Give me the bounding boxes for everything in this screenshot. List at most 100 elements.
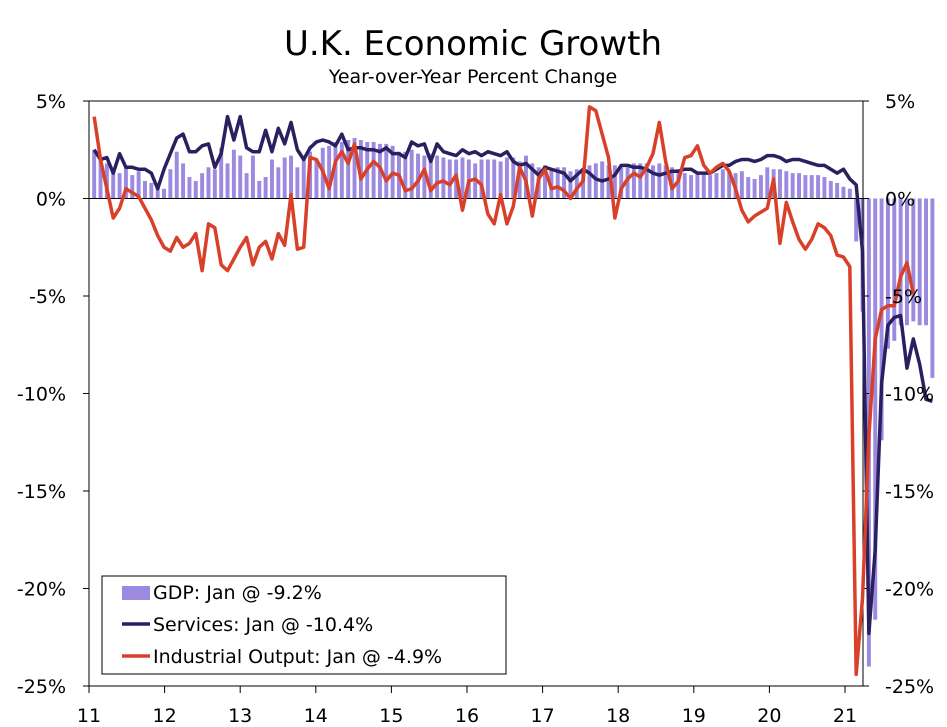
gdp-bar	[574, 169, 579, 199]
gdp-bar	[371, 141, 376, 199]
gdp-bar	[765, 167, 770, 199]
gdp-bar	[606, 165, 611, 199]
gdp-bar	[797, 173, 801, 199]
gdp-bar	[187, 177, 192, 199]
gdp-bar	[593, 163, 598, 199]
gdp-bar	[619, 167, 624, 199]
gdp-bar	[206, 167, 211, 199]
gdp-bar	[346, 140, 351, 199]
gdp-bar	[651, 165, 655, 199]
x-tick-label: 11	[77, 705, 101, 727]
y-tick-label-left: -20%	[17, 579, 66, 601]
chart-subtitle: Year-over-Year Percent Change	[328, 66, 618, 88]
gdp-bar	[587, 165, 592, 199]
gdp-bar	[123, 167, 128, 199]
gdp-bar	[708, 175, 713, 199]
gdp-bar	[530, 163, 535, 199]
gdp-bar	[873, 198, 878, 620]
gdp-bar	[143, 180, 147, 199]
legend-box	[101, 575, 507, 675]
gdp-bar	[638, 163, 643, 199]
gdp-bar	[479, 159, 484, 199]
gdp-bar	[644, 163, 649, 199]
gdp-bar	[339, 141, 344, 199]
gdp-bar	[276, 167, 281, 199]
axes	[83, 100, 869, 693]
x-tick-label: 18	[606, 705, 630, 727]
gdp-bar	[212, 169, 217, 199]
gdp-bar	[746, 177, 751, 199]
gdp-bar	[384, 143, 389, 199]
gdp-bar	[803, 175, 808, 199]
y-tick-label-right: 5%	[885, 91, 915, 113]
x-tick-label: 21	[833, 705, 857, 727]
gdp-bar	[238, 155, 243, 199]
gdp-bar	[911, 198, 916, 322]
gdp-bar	[924, 198, 928, 326]
gdp-bar	[111, 169, 116, 199]
gdp-bar	[727, 171, 732, 199]
gdp-bar	[562, 167, 567, 199]
gdp-bar	[809, 175, 814, 199]
services-line	[92, 114, 933, 636]
gdp-bar	[917, 198, 922, 326]
gdp-bar	[435, 155, 440, 199]
gdp-bar	[581, 171, 586, 199]
gdp-bar	[428, 153, 433, 199]
legend: GDP: Jan @ -9.2% Services: Jan @ -10.4% …	[101, 575, 507, 675]
gdp-bar	[555, 167, 560, 199]
gdp-bar	[695, 173, 700, 199]
legend-gdp-label: GDP: Jan @ -9.2%	[153, 582, 322, 604]
y-tick-label-right: -5%	[885, 286, 922, 308]
gdp-bar	[485, 159, 490, 199]
gdp-bar	[352, 138, 357, 199]
gdp-bar	[835, 182, 840, 199]
gdp-bar	[301, 157, 306, 199]
gdp-bar	[790, 173, 795, 199]
gdp-bar	[631, 163, 636, 199]
y-tick-label-left: 0%	[36, 189, 66, 211]
gdp-bar	[403, 151, 408, 199]
gdp-bar	[841, 186, 846, 199]
gdp-bar	[854, 198, 859, 242]
y-tick-label-right: -10%	[885, 384, 934, 406]
gdp-bar	[778, 169, 782, 199]
gdp-bar	[930, 198, 935, 378]
gdp-bar	[130, 175, 135, 199]
gdp-bar	[898, 198, 903, 326]
gdp-bar	[416, 153, 420, 199]
gdp-bar	[231, 149, 236, 199]
gdp-bar	[263, 177, 268, 199]
gdp-bar	[181, 163, 186, 199]
gdp-bar	[847, 188, 852, 199]
gdp-bar	[219, 147, 224, 199]
x-tick-label: 14	[304, 705, 328, 727]
x-tick-label: 20	[757, 705, 781, 727]
y-tick-label-left: 5%	[36, 91, 66, 113]
gdp-bar	[447, 159, 452, 199]
y-tick-label-left: -5%	[29, 286, 66, 308]
gdp-bar	[504, 157, 509, 199]
x-tick-label: 12	[153, 705, 177, 727]
gdp-bar	[828, 180, 833, 199]
gdp-bar	[682, 173, 687, 199]
gdp-bar	[739, 171, 744, 199]
y-tick-label-right: 0%	[885, 189, 915, 211]
gdp-bar	[460, 157, 465, 199]
x-tick-label: 13	[228, 705, 252, 727]
gdp-bar	[149, 182, 154, 199]
gdp-bar	[250, 155, 255, 199]
gdp-bar	[822, 177, 827, 199]
gdp-bar	[543, 165, 547, 199]
gdp-bar	[879, 198, 884, 441]
gdp-bar	[612, 165, 617, 199]
y-tick-label-left: -10%	[17, 384, 66, 406]
gdp-bar	[441, 157, 446, 199]
gdp-bar	[511, 157, 516, 199]
gdp-bar	[498, 161, 503, 199]
x-tick-label: 19	[682, 705, 706, 727]
gdp-bar	[885, 198, 890, 349]
gdp-bar	[200, 173, 205, 199]
y-tick-labels: 5% 5% 0% 0% -5% -5% -10% -10% -15% -15% -20% -20% -2…	[17, 91, 934, 698]
